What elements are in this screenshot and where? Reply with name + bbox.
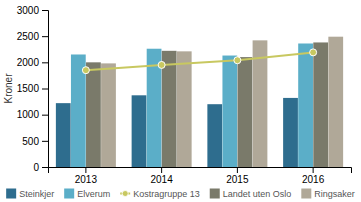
line	[86, 52, 313, 70]
bar	[56, 103, 71, 167]
bar	[207, 104, 222, 167]
x-tick-mark	[85, 167, 86, 173]
y-tick-mark	[42, 167, 48, 168]
x-axis-line	[49, 168, 352, 174]
x-tick: 2016	[302, 167, 325, 185]
y-tick-mark	[42, 36, 48, 37]
marks	[56, 37, 343, 167]
chart: 0 500 1000 1500 2000 2500 3000 2013 2014 2015 2016…	[0, 0, 361, 202]
bar	[177, 51, 192, 167]
y-tick-label: 2000	[17, 57, 40, 68]
bar	[132, 95, 147, 167]
y-tick: 1500	[17, 83, 48, 94]
bar	[101, 63, 116, 167]
legend-item: Ringsaker	[301, 189, 355, 199]
legend-item: Elverum	[64, 189, 110, 199]
y-tick-mark	[42, 62, 48, 63]
plot: 0 500 1000 1500 2000 2500 3000 2013 2014 2015 2016	[17, 5, 352, 185]
legend-label: Landet uten Oslo	[223, 189, 292, 199]
line-marker	[82, 67, 89, 74]
y-tick-label: 1500	[17, 83, 40, 94]
y-tick-label: 2500	[17, 31, 40, 42]
bar-series	[86, 42, 328, 167]
y-tick-label: 3000	[17, 5, 40, 16]
bar	[86, 62, 101, 167]
legend-swatch	[210, 189, 220, 199]
x-tick-mark	[161, 167, 162, 173]
bar	[283, 98, 298, 167]
y-tick-mark	[42, 141, 48, 142]
x-tick-mark	[313, 167, 314, 173]
line-marker	[310, 49, 317, 56]
y-tick: 500	[22, 136, 48, 147]
x-tick-label: 2016	[302, 174, 325, 185]
y-tick: 1000	[17, 109, 48, 120]
legend-item: Steinkjer	[6, 189, 54, 199]
bar	[328, 37, 343, 167]
bar	[313, 42, 328, 167]
line-marker	[158, 61, 165, 68]
y-tick: 3000	[17, 5, 48, 16]
legend-item: Landet uten Oslo	[210, 189, 292, 199]
y-tick: 0	[33, 162, 48, 173]
bar	[162, 51, 177, 167]
y-axis-line	[42, 11, 49, 168]
bar-series	[101, 37, 343, 167]
y-tick-mark	[42, 10, 48, 11]
x-tick: 2015	[226, 167, 249, 185]
y-axis-title: Kroner	[3, 73, 14, 104]
y-tick-mark	[42, 115, 48, 116]
bar	[238, 57, 253, 167]
legend-label: Steinkjer	[19, 189, 54, 199]
x-tick-mark	[237, 167, 238, 173]
y-axis: 0 500 1000 1500 2000 2500 3000	[17, 5, 49, 173]
line-marker	[234, 57, 241, 64]
bar	[298, 43, 313, 167]
bar	[222, 56, 237, 167]
x-axis: 2013 2014 2015 2016	[49, 167, 352, 185]
y-tick-label: 500	[22, 136, 39, 147]
x-tick-label: 2013	[75, 174, 98, 185]
legend-label: Elverum	[77, 189, 110, 199]
x-tick: 2014	[151, 167, 174, 185]
legend-label: Ringsaker	[314, 189, 355, 199]
y-tick-label: 1000	[17, 109, 40, 120]
legend: Steinkjer Elverum Kostragruppe 13 Landet ut…	[6, 189, 355, 199]
x-tick: 2013	[75, 167, 98, 185]
bar-series	[71, 43, 313, 167]
y-tick-label: 0	[33, 162, 39, 173]
legend-swatch	[6, 189, 16, 199]
legend-swatch	[64, 189, 74, 199]
y-tick-mark	[42, 89, 48, 90]
legend-marker	[122, 191, 128, 197]
y-tick: 2500	[17, 31, 48, 42]
legend-label: Kostragruppe 13	[133, 189, 200, 199]
x-tick-label: 2015	[226, 174, 249, 185]
legend-swatch	[301, 189, 311, 199]
y-tick: 2000	[17, 57, 48, 68]
legend-item: Kostragruppe 13	[120, 189, 200, 199]
x-tick-label: 2014	[151, 174, 174, 185]
